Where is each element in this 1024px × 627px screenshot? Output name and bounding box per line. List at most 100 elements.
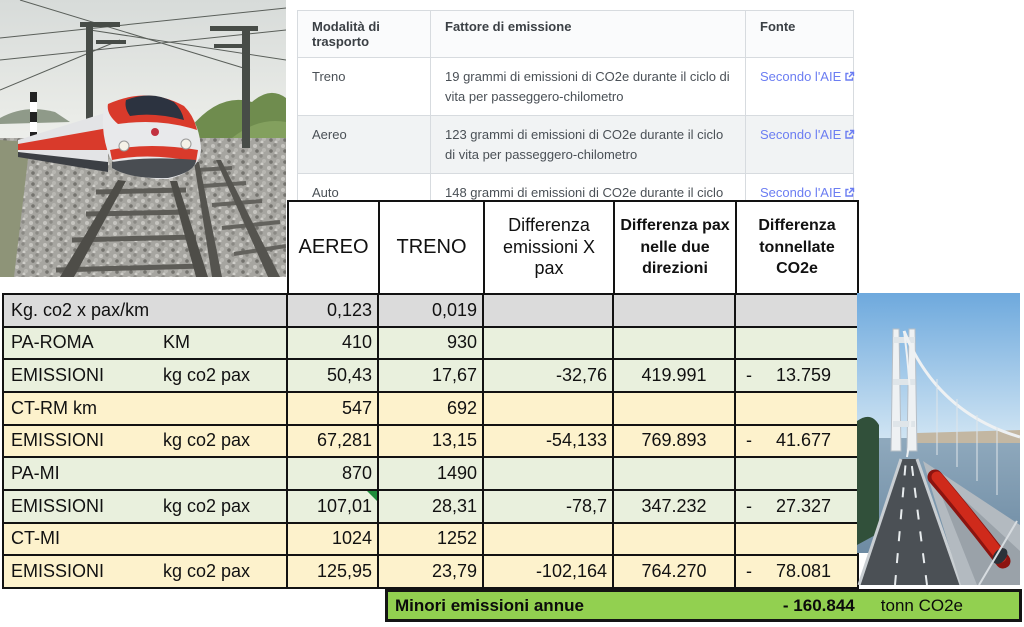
diff-pax-value: 419.991 xyxy=(612,358,736,393)
row-label-main: PA-MI xyxy=(11,463,60,484)
row-label-main: EMISSIONI xyxy=(11,430,105,451)
diff-emissioni-value: -78,7 xyxy=(482,488,614,524)
summary-label: Minori emissioni annue xyxy=(395,595,584,615)
source-link-label: Secondo l'AIE xyxy=(760,127,842,142)
tonn-number: 78.081 xyxy=(775,561,831,582)
minus-sign: - xyxy=(746,430,752,451)
treno-value: 692 xyxy=(377,390,484,426)
diff-tonnellate-value xyxy=(734,456,859,491)
table-row: Kg. co2 x pax/km 0,123 0,019 xyxy=(2,293,859,328)
table-row: PA-ROMA KM 410 930 xyxy=(2,325,859,361)
header-aereo: AEREO xyxy=(287,200,380,295)
header-diff-pax: Differenza pax nelle due direzioni xyxy=(613,200,737,295)
row-label-main: CT-RM km xyxy=(11,397,97,418)
bridge-photo xyxy=(857,293,1020,585)
summary-unit: tonn CO2e xyxy=(880,595,963,615)
comparison-table-header: AEREO TRENO Differenza emissioni X pax D… xyxy=(287,200,859,295)
row-label-main: EMISSIONI xyxy=(11,365,105,386)
treno-value: 13,15 xyxy=(377,423,484,459)
diff-emissioni-value xyxy=(482,293,614,328)
table-row: EMISSIONI kg co2 pax 107,01 28,31 -78,7 3… xyxy=(2,488,859,524)
diff-pax-value xyxy=(612,390,736,426)
aereo-value: 50,43 xyxy=(286,358,379,393)
row-label-main: CT-MI xyxy=(11,528,60,549)
diff-emissioni-value: -32,76 xyxy=(482,358,614,393)
tonn-number: 27.327 xyxy=(775,495,831,516)
diff-pax-value xyxy=(612,325,736,361)
treno-value: 23,79 xyxy=(377,554,484,589)
diff-tonnellate-value xyxy=(734,521,859,557)
row-label: CT-RM km xyxy=(2,390,288,426)
row-label: PA-ROMA KM xyxy=(2,325,288,361)
factor-cell: 123 grammi di emissioni di CO2e durante … xyxy=(430,115,746,174)
source-link[interactable]: Secondo l'AIE xyxy=(760,69,855,84)
treno-value: 28,31 xyxy=(377,488,484,524)
source-link-label: Secondo l'AIE xyxy=(760,69,842,84)
bridge-photo-illustration xyxy=(857,293,1020,585)
diff-pax-value xyxy=(612,293,736,328)
tonn-number: 13.759 xyxy=(775,365,831,386)
treno-value: 0,019 xyxy=(377,293,484,328)
row-label: EMISSIONI kg co2 pax xyxy=(2,488,288,524)
row-label-sub: kg co2 pax xyxy=(163,561,251,582)
diff-emissioni-value: -102,164 xyxy=(482,554,614,589)
header-modalita: Modalità di trasporto xyxy=(297,10,431,58)
diff-tonnellate-value: - 78.081 xyxy=(734,554,859,589)
external-link-icon xyxy=(844,126,855,146)
table-row: PA-MI 870 1490 xyxy=(2,456,859,491)
row-label-sub: kg co2 pax xyxy=(163,365,251,386)
train-photo xyxy=(0,0,286,277)
minus-sign: - xyxy=(746,365,752,386)
aereo-value: 67,281 xyxy=(286,423,379,459)
factor-cell: 19 grammi di emissioni di CO2e durante i… xyxy=(430,57,746,116)
row-label-main: PA-ROMA xyxy=(11,332,94,353)
row-label-sub: KM xyxy=(163,332,190,353)
minus-sign: - xyxy=(746,495,752,516)
diff-tonnellate-value xyxy=(734,325,859,361)
row-label: PA-MI xyxy=(2,456,288,491)
row-label: Kg. co2 x pax/km xyxy=(2,293,288,328)
source-link[interactable]: Secondo l'AIE xyxy=(760,127,855,142)
treno-value: 1490 xyxy=(377,456,484,491)
aereo-value: 547 xyxy=(286,390,379,426)
diff-pax-value: 764.270 xyxy=(612,554,736,589)
diff-emissioni-value: -54,133 xyxy=(482,423,614,459)
mode-cell: Treno xyxy=(297,57,431,116)
emission-factors-table: Modalità di trasporto Fattore di emissio… xyxy=(297,10,855,232)
diff-pax-value xyxy=(612,456,736,491)
external-link-icon xyxy=(844,68,855,88)
diff-emissioni-value xyxy=(482,390,614,426)
diff-tonnellate-value: - 41.677 xyxy=(734,423,859,459)
diff-pax-value: 769.893 xyxy=(612,423,736,459)
header-diff-emissioni: Differenza emissioni X pax xyxy=(483,200,615,295)
table-row: EMISSIONI kg co2 pax 50,43 17,67 -32,76 4… xyxy=(2,358,859,393)
row-label-sub: kg co2 pax xyxy=(163,430,251,451)
source-cell: Secondo l'AIE xyxy=(745,115,855,174)
treno-value: 930 xyxy=(377,325,484,361)
row-label-main: EMISSIONI xyxy=(11,561,105,582)
diff-tonnellate-value: - 13.759 xyxy=(734,358,859,393)
diff-tonnellate-value: - 27.327 xyxy=(734,488,859,524)
table-row: Treno 19 grammi di emissioni di CO2e dur… xyxy=(297,57,855,116)
header-diff-tonnellate: Differenza tonnellate CO2e xyxy=(735,200,859,295)
diff-emissioni-value xyxy=(482,521,614,557)
header-treno: TRENO xyxy=(378,200,485,295)
diff-pax-value xyxy=(612,521,736,557)
row-label-main: EMISSIONI xyxy=(11,495,105,516)
table-row: Aereo 123 grammi di emissioni di CO2e du… xyxy=(297,115,855,174)
table-row: CT-RM km 547 692 xyxy=(2,390,859,426)
row-label: EMISSIONI kg co2 pax xyxy=(2,358,288,393)
table-row: CT-MI 1024 1252 xyxy=(2,521,859,557)
emission-factors-header-row: Modalità di trasporto Fattore di emissio… xyxy=(297,10,854,58)
source-link[interactable]: Secondo l'AIE xyxy=(760,185,855,200)
diff-tonnellate-value xyxy=(734,293,859,328)
aereo-value: 410 xyxy=(286,325,379,361)
tonn-number: 41.677 xyxy=(775,430,831,451)
treno-value: 17,67 xyxy=(377,358,484,393)
aereo-value: 1024 xyxy=(286,521,379,557)
comparison-header-row: AEREO TRENO Differenza emissioni X pax D… xyxy=(287,200,859,295)
row-label: CT-MI xyxy=(2,521,288,557)
aereo-value: 107,01 xyxy=(286,488,379,524)
mode-cell: Aereo xyxy=(297,115,431,174)
